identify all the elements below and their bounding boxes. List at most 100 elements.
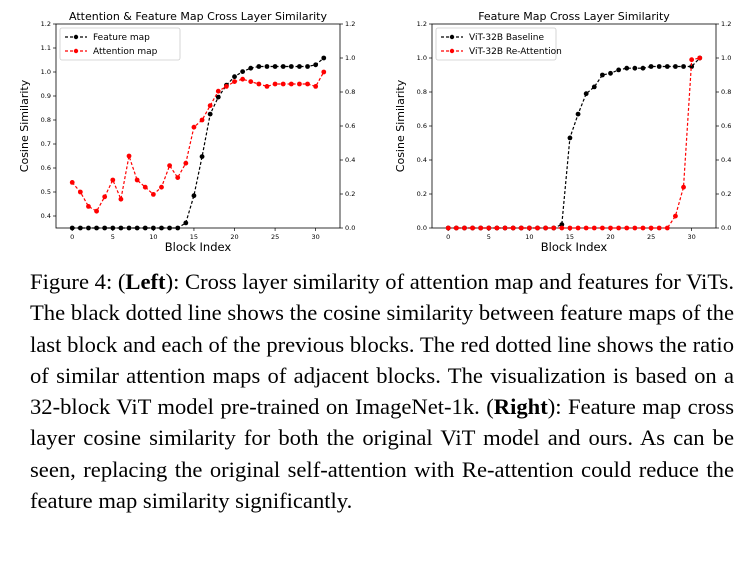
c0-y2-tick-label: 0.8 bbox=[345, 88, 355, 96]
c0-series-1-point bbox=[134, 177, 140, 183]
c0-series-0-point bbox=[86, 225, 91, 231]
c0-series-1-point bbox=[313, 84, 319, 89]
c0-series-0-point bbox=[297, 64, 302, 69]
c0-series-0-point bbox=[167, 225, 173, 231]
c0-series-0-point bbox=[102, 225, 108, 231]
c0-series-1-point bbox=[305, 81, 310, 87]
c1-x-tick-label: 20 bbox=[606, 233, 614, 241]
c1-series-1-point bbox=[559, 225, 565, 231]
c0-y-tick-label: 0.6 bbox=[41, 164, 51, 172]
c0-series-1-point bbox=[224, 84, 229, 89]
c0-series-0-point bbox=[248, 65, 254, 71]
c0-series-1-point bbox=[199, 117, 205, 123]
c0-series-1-point bbox=[272, 81, 278, 87]
c0-series-0-point bbox=[199, 154, 205, 160]
c0-y-tick-label: 0.9 bbox=[41, 92, 51, 100]
c1-series-0-point bbox=[673, 64, 678, 69]
c0-series-0-point bbox=[280, 64, 286, 69]
c0-y-tick-label: 0.8 bbox=[41, 116, 51, 124]
c0-series-0-line bbox=[72, 57, 325, 229]
c0-legend-label-1: Attention map bbox=[93, 47, 158, 57]
c0-series-1-point bbox=[240, 76, 246, 82]
c1-series-1-point bbox=[591, 225, 597, 231]
c1-series-1-point bbox=[486, 225, 492, 231]
c0-series-0-point bbox=[264, 64, 270, 69]
c1-series-0-point bbox=[640, 65, 646, 71]
c1-series-0-point bbox=[648, 64, 654, 69]
c1-y2-tick-label: 1.2 bbox=[721, 20, 731, 28]
chart-right: Feature Map Cross Layer Similarity 0 5 10 15… bbox=[394, 10, 731, 254]
c1-y2-tick-label: 0.8 bbox=[721, 88, 731, 96]
c0-y2-tick-label: 0.0 bbox=[345, 224, 355, 232]
c0-series-1-point bbox=[175, 175, 181, 181]
c0-y2-tick-label: 0.6 bbox=[345, 122, 355, 130]
c0-legend-marker-0 bbox=[73, 34, 79, 40]
c0-series-1-point bbox=[69, 180, 75, 185]
c0-series-0-point bbox=[159, 225, 164, 231]
c0-y-axis-label: Cosine Similarity bbox=[18, 79, 31, 172]
c1-series-1-point bbox=[640, 225, 646, 231]
c1-series-1-point bbox=[689, 57, 695, 63]
c0-legend-label-0: Feature map bbox=[93, 33, 150, 43]
c1-series-0-point bbox=[616, 67, 622, 73]
c0-series-1-point bbox=[183, 160, 189, 166]
c1-series-0-line bbox=[448, 57, 701, 229]
c0-series-0-point bbox=[110, 225, 116, 231]
c1-series-0-point bbox=[664, 64, 670, 69]
c0-series-0-point bbox=[321, 55, 327, 61]
c0-series-1-point bbox=[215, 88, 221, 94]
c0-series-0-point bbox=[175, 225, 181, 231]
c0-series-0-point bbox=[207, 111, 213, 117]
c1-y2-tick-label: 0.0 bbox=[721, 224, 731, 232]
c1-y-tick-label: 0.4 bbox=[417, 156, 427, 164]
c1-y-axis-label: Cosine Similarity bbox=[394, 79, 407, 172]
c0-legend-marker-1 bbox=[73, 48, 79, 54]
c1-series-1-point bbox=[510, 225, 516, 231]
c1-series-0-point bbox=[583, 91, 589, 97]
c1-y-tick-label: 0.6 bbox=[417, 122, 427, 130]
c0-y-tick-label: 1.1 bbox=[41, 44, 51, 52]
c0-x-tick-label: 20 bbox=[230, 233, 238, 241]
c0-series-1-point bbox=[142, 184, 148, 190]
c0-series-1-point bbox=[280, 81, 286, 87]
c1-legend-label-1: ViT-32B Re-Attention bbox=[469, 47, 562, 57]
c0-y2-tick-label: 0.2 bbox=[345, 190, 355, 198]
c1-series-0-point bbox=[559, 222, 565, 228]
c1-series-1-point bbox=[462, 225, 467, 231]
caption-lead: Figure 4: ( bbox=[30, 269, 126, 294]
c0-series-1-point bbox=[264, 84, 270, 89]
c0-series-0-point bbox=[77, 225, 83, 231]
caption-left-label: Left bbox=[125, 269, 166, 294]
c1-y-tick-label: 0.2 bbox=[417, 190, 427, 198]
c0-series-1-point bbox=[94, 208, 99, 214]
c1-series-0-point bbox=[608, 70, 613, 76]
c1-legend-box bbox=[435, 27, 557, 61]
c1-series-1-point bbox=[600, 225, 605, 231]
c0-y-tick-label: 1.2 bbox=[41, 20, 51, 28]
c0-series-0-point bbox=[150, 225, 156, 231]
c1-series-0-point bbox=[632, 65, 638, 71]
c0-series-0-point bbox=[142, 225, 148, 231]
c0-x-tick-label: 25 bbox=[271, 233, 279, 241]
c1-series-0-point bbox=[624, 65, 630, 71]
c1-series-1-point bbox=[624, 225, 630, 231]
c0-series-1-point bbox=[297, 81, 302, 87]
c0-series-0-point bbox=[191, 193, 197, 199]
c0-series-1-point bbox=[232, 79, 237, 84]
c1-series-1-point bbox=[583, 225, 589, 231]
c1-y2-tick-label: 1.0 bbox=[721, 54, 731, 62]
c1-series-1-point bbox=[445, 225, 451, 231]
c1-series-0-point bbox=[656, 64, 662, 69]
c0-x-tick-label: 15 bbox=[190, 233, 198, 241]
c0-series-0-point bbox=[272, 64, 278, 69]
c1-y-tick-label: 0.8 bbox=[417, 88, 427, 96]
c1-legend-marker-1 bbox=[449, 48, 455, 54]
c1-series-1-point bbox=[697, 55, 703, 61]
c1-x-tick-label: 25 bbox=[647, 233, 655, 241]
c0-series-1-point bbox=[191, 124, 197, 130]
c1-series-1-point bbox=[453, 225, 459, 231]
c0-series-0-point bbox=[232, 74, 237, 80]
c1-series-0-point bbox=[681, 64, 686, 69]
c0-x-tick-label: 30 bbox=[312, 233, 320, 241]
c0-series-1-point bbox=[102, 194, 108, 200]
